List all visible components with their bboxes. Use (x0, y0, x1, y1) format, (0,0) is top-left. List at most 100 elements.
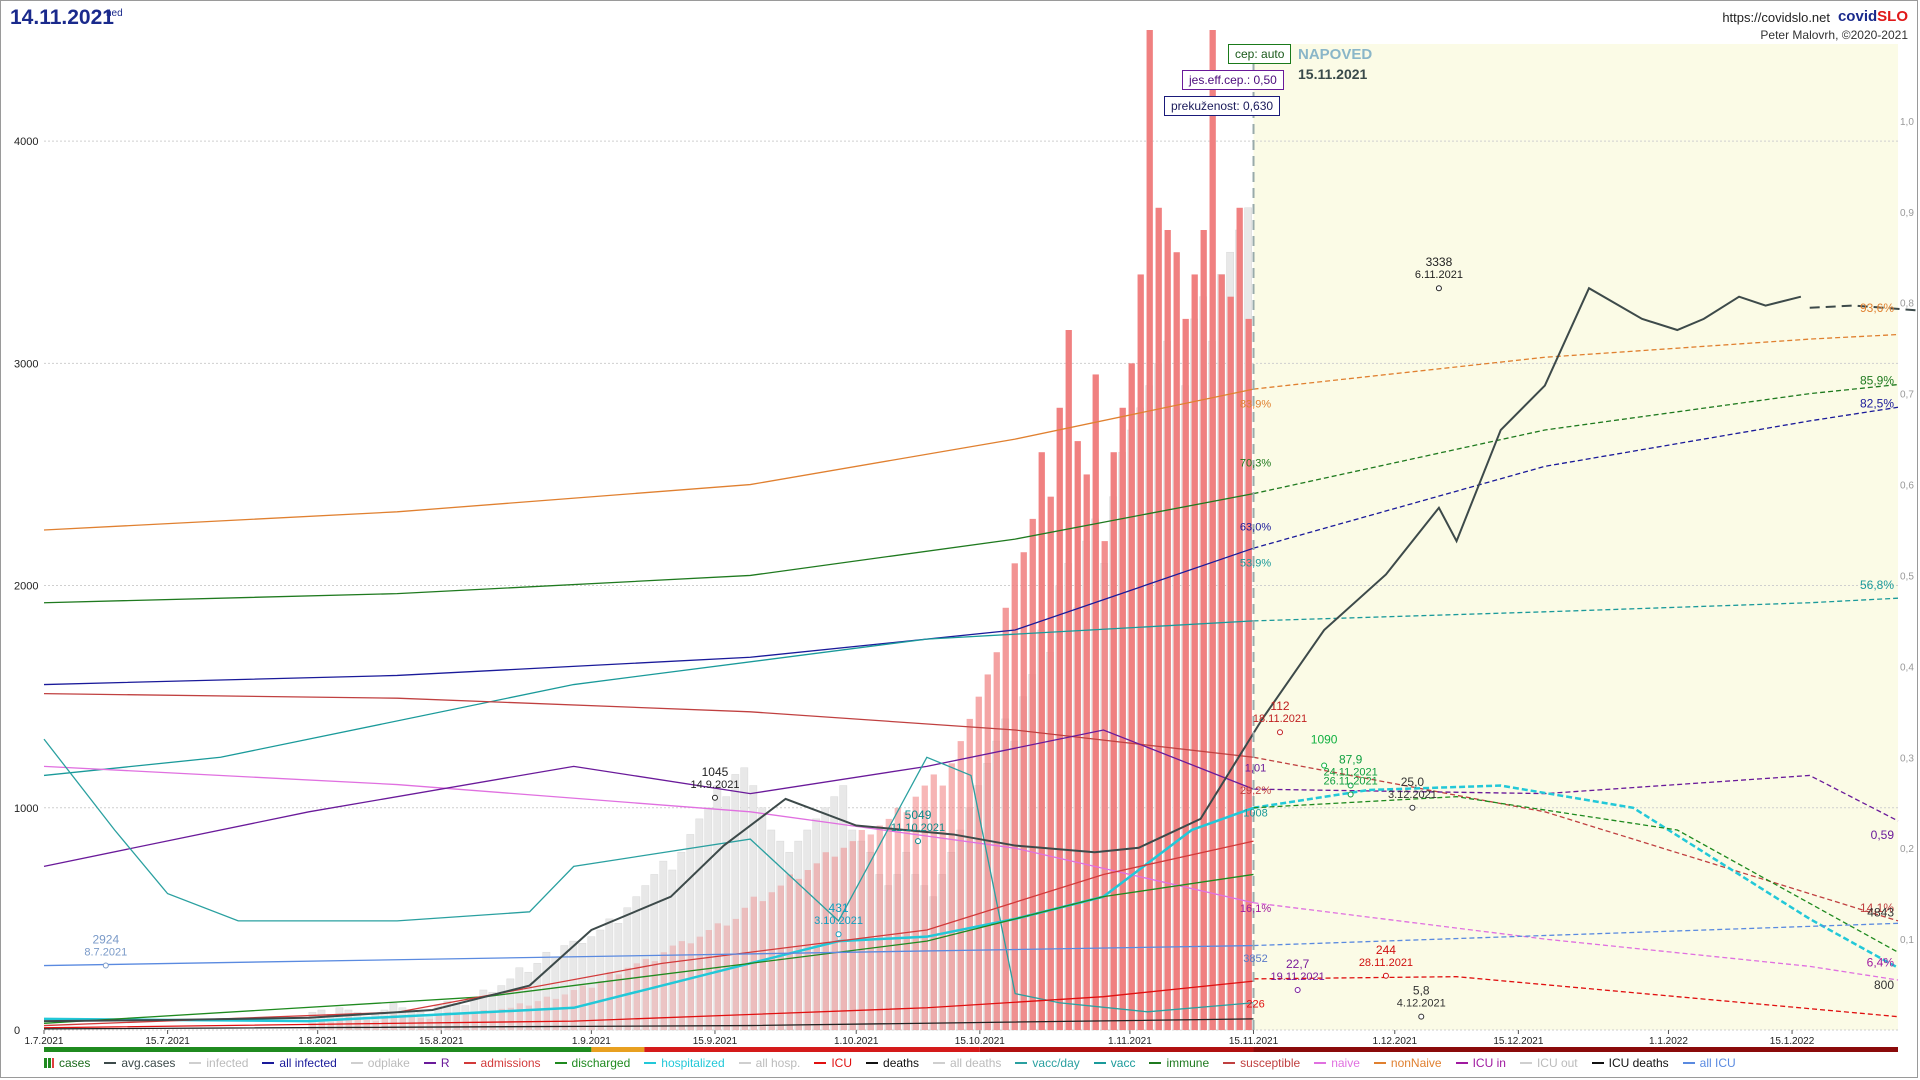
legend-item[interactable]: admissions (463, 1054, 541, 1072)
cases-bar (597, 981, 605, 1030)
legend-item[interactable]: all ICU (1682, 1054, 1736, 1072)
legend-swatch (1455, 1062, 1468, 1064)
legend-swatch (104, 1062, 117, 1064)
legend-label: susceptible (1240, 1056, 1301, 1070)
author-credit: Peter Malovrh, ©2020-2021 (1760, 28, 1908, 42)
x-tick-label: 15.11.2021 (1229, 1036, 1279, 1047)
legend-label: infected (206, 1056, 249, 1070)
y-right-tick-label: 0,9 (1900, 208, 1914, 219)
legend-item[interactable]: ICU (814, 1054, 852, 1072)
cases-bar (525, 1005, 533, 1030)
annotation-marker (1294, 987, 1301, 993)
current-label: 70,3% (1240, 458, 1271, 470)
legend-item[interactable]: discharged (554, 1054, 630, 1072)
legend-item[interactable]: all hosp. (738, 1054, 801, 1072)
legend-item[interactable]: all deaths (933, 1054, 1001, 1072)
legend-item[interactable]: cases (44, 1054, 90, 1072)
timeline-band (591, 1047, 645, 1052)
legend-item[interactable]: vacc/day (1015, 1054, 1080, 1072)
legend-item[interactable]: naive (1314, 1054, 1360, 1072)
annotation-value: 2924 (92, 933, 119, 947)
infected-bar (434, 1005, 443, 1031)
end-label: 4843 (1867, 905, 1894, 919)
infected-bar (398, 1007, 407, 1031)
legend-item[interactable]: odplake (350, 1054, 410, 1072)
end-label: 56,8% (1860, 578, 1894, 592)
annotation-date: 18.11.2021 (1253, 713, 1307, 725)
annotation-marker (1321, 762, 1328, 769)
cases-bar (975, 696, 982, 1030)
forecast-title: NAPOVED (1298, 46, 1373, 63)
x-tick-label: 15.8.2021 (419, 1036, 464, 1047)
legend-item[interactable]: ICU out (1519, 1054, 1578, 1072)
legend-item[interactable]: ICU deaths (1591, 1054, 1669, 1072)
forecast-region (1253, 44, 1898, 1030)
infected-bar (821, 807, 830, 1031)
legend-swatch (814, 1062, 827, 1064)
legend-swatch (262, 1062, 275, 1064)
site-url[interactable]: https://covidslo.net (1722, 10, 1830, 25)
x-tick-label: 15.7.2021 (145, 1036, 190, 1047)
x-tick-label: 15.1.2022 (1770, 1036, 1815, 1047)
legend-item[interactable]: avg.cases (104, 1054, 175, 1072)
infected-bar (596, 929, 605, 1031)
end-label: 800 (1874, 978, 1894, 992)
legend-swatch (463, 1062, 476, 1064)
legend-item[interactable]: R (423, 1054, 450, 1072)
brand-logo: covidSLO (1838, 8, 1908, 25)
immune-forecast (1253, 383, 1899, 495)
cases-bar (1020, 552, 1027, 1030)
cases-bar (1236, 207, 1243, 1030)
cases-bar (759, 901, 766, 1030)
legend-item[interactable]: all infected (262, 1054, 337, 1072)
cases-bar (984, 674, 991, 1030)
avg-cases-line (43, 286, 1802, 1023)
prekuzenost-box: prekuženost: 0,630 (1164, 96, 1281, 116)
legend-item[interactable]: vacc (1093, 1054, 1135, 1072)
legend-item[interactable]: infected (189, 1054, 248, 1072)
legend-swatch (1682, 1062, 1695, 1064)
cases-bar (885, 818, 892, 1030)
all-infected-forecast (1253, 406, 1899, 549)
all-icu-forecast (1253, 922, 1899, 947)
cases-bar (939, 785, 946, 1030)
annotation-value: 244 (1376, 943, 1396, 957)
legend-item[interactable]: deaths (866, 1054, 919, 1072)
cases-bar (966, 718, 973, 1030)
legend-item[interactable]: immune (1149, 1054, 1209, 1072)
annotation-value: 112 (1270, 699, 1289, 713)
annotation-date: 24.11.2021 (1324, 767, 1378, 779)
legend-item[interactable]: hospitalized (644, 1054, 725, 1072)
infected-bar (848, 829, 857, 1031)
cases-bar (327, 1022, 335, 1030)
y-right-tick-label: 0,5 (1900, 571, 1914, 582)
legend-swatch (738, 1062, 751, 1064)
legend-swatch (1591, 1062, 1604, 1064)
legend-label: all deaths (950, 1056, 1002, 1070)
legend-label: all hosp. (755, 1056, 801, 1070)
legend-item[interactable]: susceptible (1223, 1054, 1300, 1072)
legend-item[interactable]: nonNaive (1373, 1054, 1442, 1072)
infected-bar (515, 967, 524, 1031)
cases-bar (1182, 318, 1189, 1030)
cases-bar (849, 841, 856, 1030)
cep-box: cep: auto (1228, 44, 1292, 64)
cases-bar (912, 796, 919, 1030)
legend-label: naive (1331, 1056, 1360, 1070)
x-tick-label: 1.9.2021 (572, 1036, 611, 1047)
infected-bar (803, 829, 812, 1031)
x-tick-label: 1.7.2021 (25, 1036, 64, 1047)
cases-bar (1209, 30, 1216, 1030)
infected-bar (614, 923, 623, 1031)
cases-bar (687, 943, 695, 1030)
infected-bar (740, 767, 749, 1031)
cases-bar (795, 878, 802, 1030)
icu-forecast (1253, 976, 1899, 1018)
infected-bar (497, 985, 506, 1031)
cases-bar (1191, 274, 1198, 1030)
cases-bar (1119, 407, 1126, 1030)
immune-line (43, 492, 1254, 604)
cases-bar (390, 1014, 398, 1030)
legend-item[interactable]: ICU in (1455, 1054, 1506, 1072)
